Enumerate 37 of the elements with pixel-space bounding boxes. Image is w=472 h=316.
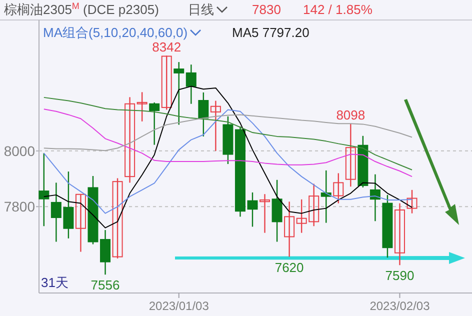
text: 日线 — [188, 2, 214, 17]
line-series — [43, 96, 413, 170]
annotation: MA组合(5,10,20,40,60,0) — [43, 25, 188, 40]
candlestick — [186, 64, 196, 104]
annotation: 8098 — [336, 108, 366, 123]
y-tick-label: 8000 — [4, 142, 36, 159]
candlestick — [161, 55, 172, 110]
candlestick — [333, 172, 344, 204]
annotation: MA5 7797.20 — [232, 25, 310, 40]
candlestick — [345, 123, 356, 188]
annotation: 8342 — [152, 40, 182, 55]
candlestick — [210, 100, 221, 152]
text: 142 / 1.85% — [303, 2, 373, 17]
candlestick — [394, 202, 405, 266]
candlestick — [174, 61, 184, 126]
x-tick-label: 2023/01/03 — [148, 299, 210, 313]
annotation: 7556 — [90, 278, 120, 293]
candlestick — [75, 194, 86, 252]
chart-title: 棕榈油2305$^{M}$ (DCE p2305) — [4, 1, 159, 17]
annotation: 31天 — [41, 275, 68, 290]
y-tick-label: 7800 — [4, 198, 36, 215]
annotation: 7620 — [274, 260, 304, 275]
candlestick — [284, 201, 295, 258]
candlestick — [320, 170, 332, 224]
candlestick — [198, 92, 209, 138]
candlestick — [149, 102, 160, 146]
candlestick — [136, 92, 148, 122]
line-series — [43, 108, 413, 178]
x-tick-label: 2023/02/03 — [370, 299, 430, 313]
candlestick — [124, 96, 136, 184]
candlestick — [112, 178, 123, 260]
candlestick — [100, 229, 111, 276]
candlestick — [260, 194, 270, 234]
text: 7830 — [252, 2, 281, 17]
candlestick — [272, 179, 282, 242]
annotation: 7590 — [385, 268, 414, 284]
candlestick — [406, 189, 418, 214]
